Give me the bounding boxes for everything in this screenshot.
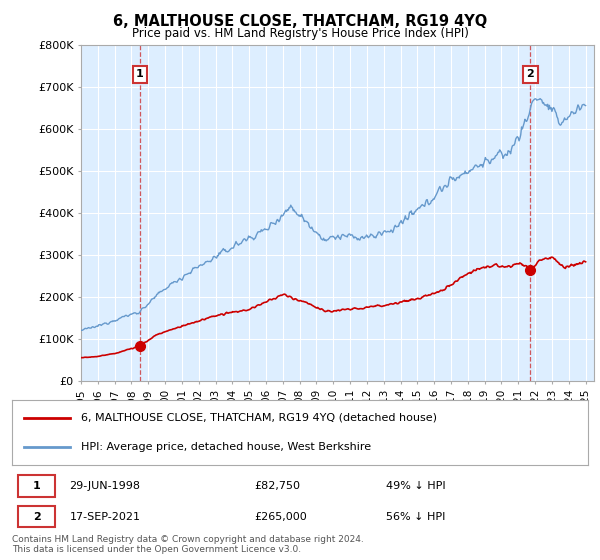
Text: 29-JUN-1998: 29-JUN-1998 [70,481,140,491]
Text: Price paid vs. HM Land Registry's House Price Index (HPI): Price paid vs. HM Land Registry's House … [131,27,469,40]
Text: HPI: Average price, detached house, West Berkshire: HPI: Average price, detached house, West… [81,442,371,452]
Text: 2: 2 [527,69,534,79]
Text: 49% ↓ HPI: 49% ↓ HPI [386,481,446,491]
FancyBboxPatch shape [18,475,55,497]
Text: 6, MALTHOUSE CLOSE, THATCHAM, RG19 4YQ (detached house): 6, MALTHOUSE CLOSE, THATCHAM, RG19 4YQ (… [81,413,437,423]
Text: 17-SEP-2021: 17-SEP-2021 [70,512,140,521]
Text: 1: 1 [136,69,144,79]
Text: Contains HM Land Registry data © Crown copyright and database right 2024.
This d: Contains HM Land Registry data © Crown c… [12,535,364,554]
Text: 6, MALTHOUSE CLOSE, THATCHAM, RG19 4YQ: 6, MALTHOUSE CLOSE, THATCHAM, RG19 4YQ [113,14,487,29]
FancyBboxPatch shape [18,506,55,528]
Text: £82,750: £82,750 [254,481,300,491]
Text: 2: 2 [33,512,41,521]
Text: £265,000: £265,000 [254,512,307,521]
Text: 1: 1 [33,481,41,491]
Text: 56% ↓ HPI: 56% ↓ HPI [386,512,446,521]
